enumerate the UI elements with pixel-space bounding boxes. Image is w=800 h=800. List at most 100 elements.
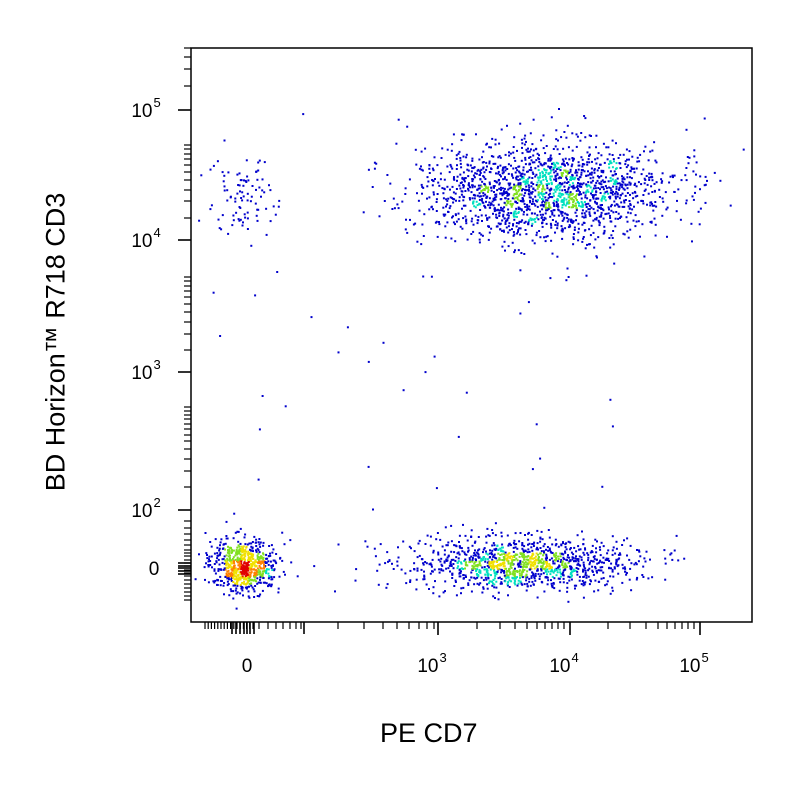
- event-dot: [461, 207, 463, 210]
- event-dot: [507, 208, 510, 211]
- event-dot: [580, 583, 583, 586]
- event-dot: [478, 232, 481, 235]
- event-dot: [587, 190, 590, 193]
- event-dot: [541, 172, 544, 175]
- event-dot: [232, 590, 235, 593]
- event-dot: [233, 569, 236, 572]
- event-dot: [556, 203, 559, 206]
- event-dot: [525, 574, 528, 576]
- event-dot: [550, 226, 553, 229]
- event-dot: [600, 541, 603, 544]
- event-dot: [485, 570, 488, 573]
- event-dot: [541, 204, 544, 206]
- event-dot: [520, 220, 523, 223]
- event-dot: [448, 564, 451, 567]
- event-dot: [451, 573, 454, 576]
- event-dot: [608, 186, 611, 189]
- event-dot: [433, 156, 436, 159]
- event-dot: [258, 560, 261, 563]
- event-dot: [576, 573, 579, 576]
- event-dot: [602, 556, 605, 559]
- event-dot: [540, 192, 543, 195]
- event-dot: [584, 547, 586, 550]
- event-dot: [619, 162, 622, 165]
- event-dot: [570, 198, 573, 201]
- event-dot: [560, 225, 563, 228]
- event-dot: [262, 541, 265, 544]
- event-dot: [222, 584, 225, 587]
- event-dot: [590, 192, 592, 195]
- event-dot: [228, 573, 231, 575]
- event-dot: [516, 571, 519, 573]
- event-dot: [451, 197, 454, 200]
- event-dot: [581, 223, 584, 226]
- event-dot: [571, 574, 573, 577]
- event-dot: [633, 171, 636, 174]
- event-dot: [559, 571, 562, 574]
- event-dot: [526, 585, 529, 588]
- event-dot: [486, 217, 488, 220]
- event-dot: [566, 170, 569, 173]
- event-dot: [238, 184, 241, 187]
- event-dot: [507, 182, 510, 185]
- event-dot: [455, 188, 458, 190]
- event-dot: [530, 148, 532, 151]
- event-dot: [575, 567, 578, 569]
- event-dot: [500, 582, 503, 585]
- event-dot: [396, 203, 399, 206]
- event-dot: [230, 566, 233, 569]
- event-dot: [636, 160, 639, 163]
- event-dot: [602, 232, 605, 235]
- event-dot: [466, 168, 469, 171]
- event-dot: [446, 221, 449, 224]
- event-dot: [445, 558, 448, 561]
- event-dot: [459, 572, 462, 575]
- event-dot: [250, 195, 253, 198]
- event-dot: [259, 562, 262, 565]
- event-dot: [514, 567, 516, 570]
- event-dot: [490, 580, 493, 583]
- event-dot: [507, 544, 510, 547]
- event-dot: [512, 188, 515, 191]
- event-dot: [615, 562, 618, 565]
- event-dot: [694, 185, 697, 188]
- event-dot: [533, 541, 536, 544]
- event-dot: [504, 176, 506, 179]
- event-dot: [210, 545, 213, 548]
- event-dot: [420, 568, 423, 571]
- event-dot: [547, 193, 550, 196]
- event-dot: [228, 578, 230, 581]
- event-dot: [595, 181, 598, 184]
- event-dot: [476, 565, 479, 568]
- event-dot: [545, 548, 547, 551]
- event-dot: [493, 571, 496, 574]
- event-dot: [537, 194, 540, 197]
- event-dot: [575, 199, 578, 201]
- event-dot: [602, 577, 605, 580]
- event-dot: [437, 551, 440, 554]
- event-dot: [536, 199, 539, 202]
- event-dot: [545, 235, 548, 238]
- event-dot: [540, 550, 543, 553]
- event-dot: [584, 573, 587, 576]
- event-dot: [542, 205, 545, 208]
- event-dot: [550, 582, 553, 585]
- event-dot: [669, 553, 672, 556]
- event-dot: [228, 552, 231, 555]
- event-dot: [608, 208, 610, 211]
- event-dot: [625, 572, 628, 574]
- event-dot: [256, 577, 259, 580]
- event-dot: [507, 163, 510, 166]
- event-dot: [561, 229, 564, 231]
- event-dot: [626, 554, 628, 557]
- event-dot: [542, 204, 545, 207]
- event-dot: [215, 560, 218, 563]
- event-dot: [543, 216, 546, 219]
- event-dot: [514, 554, 517, 556]
- event-dot: [245, 546, 248, 549]
- event-dot: [629, 182, 632, 185]
- event-dot: [520, 209, 523, 212]
- event-dot: [503, 561, 506, 564]
- event-dot: [596, 562, 599, 565]
- event-dot: [239, 542, 242, 545]
